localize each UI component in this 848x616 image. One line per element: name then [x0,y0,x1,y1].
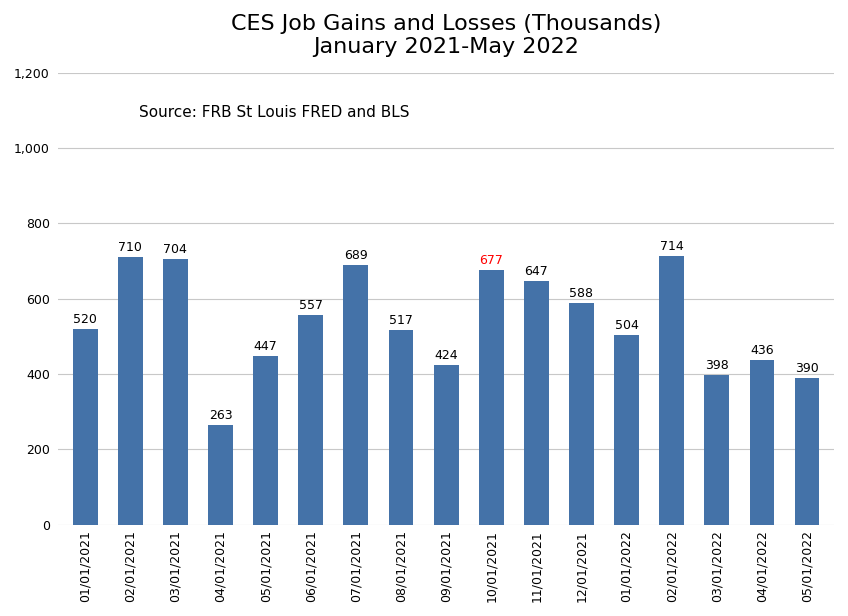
Bar [614,334,639,525]
Text: 710: 710 [119,241,142,254]
Text: Source: FRB St Louis FRED and BLS: Source: FRB St Louis FRED and BLS [139,105,410,120]
Text: 447: 447 [254,340,277,353]
Bar [705,375,729,525]
Bar [569,303,594,525]
Bar [298,315,323,525]
Bar [118,257,142,525]
Text: 689: 689 [344,249,368,262]
Bar [479,270,504,525]
Text: 557: 557 [298,299,323,312]
Text: 520: 520 [73,313,98,326]
Bar [208,426,233,525]
Text: 390: 390 [795,362,819,375]
Title: CES Job Gains and Losses (Thousands)
January 2021-May 2022: CES Job Gains and Losses (Thousands) Jan… [231,14,661,57]
Bar [750,360,774,525]
Bar [795,378,819,525]
Text: 398: 398 [705,359,728,371]
Text: 424: 424 [434,349,458,362]
Bar [524,281,549,525]
Bar [343,265,368,525]
Text: 647: 647 [524,265,548,278]
Text: 704: 704 [164,243,187,256]
Bar [254,356,278,525]
Text: 517: 517 [389,314,413,327]
Text: 504: 504 [615,318,639,331]
Text: 588: 588 [570,287,594,300]
Bar [388,330,413,525]
Text: 677: 677 [479,254,503,267]
Bar [163,259,187,525]
Bar [659,256,684,525]
Text: 436: 436 [750,344,773,357]
Bar [433,365,459,525]
Text: 263: 263 [209,410,232,423]
Bar [73,329,98,525]
Text: 714: 714 [660,240,683,253]
